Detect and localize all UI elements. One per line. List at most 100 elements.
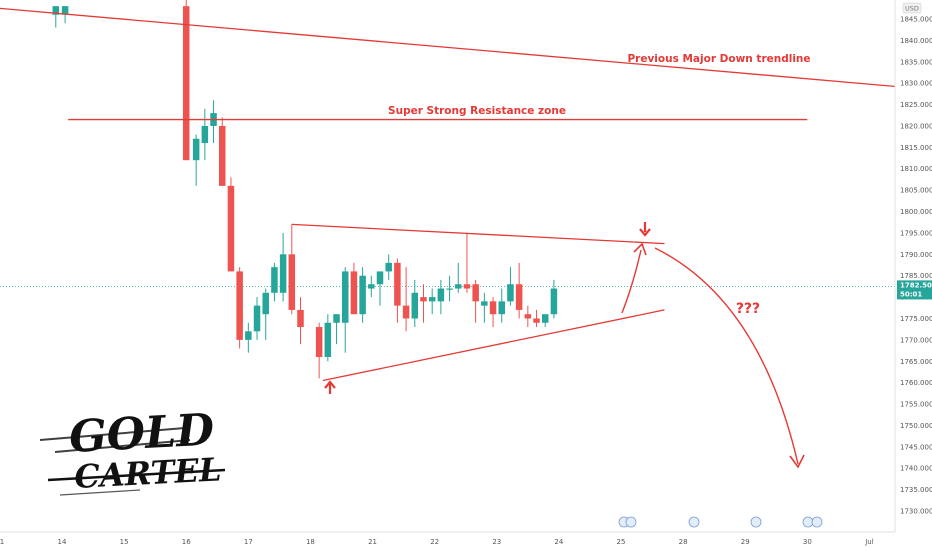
candle-body <box>472 284 479 302</box>
candle <box>376 271 384 306</box>
candle <box>236 267 243 349</box>
gold-cartel-logo: GOLD CARTEL <box>39 404 226 496</box>
x-tick-label: 18 <box>306 538 315 546</box>
candle-body <box>61 6 69 15</box>
candle-body <box>341 271 349 323</box>
candle-body <box>253 305 261 332</box>
y-tick-label: 1845.000 <box>900 16 932 24</box>
x-tick-label: 24 <box>554 538 563 546</box>
candle <box>463 232 471 293</box>
candle-body <box>227 185 235 272</box>
flag-icon[interactable] <box>802 516 823 528</box>
candle-body <box>262 292 269 315</box>
x-tick-label: 16 <box>182 538 191 546</box>
breakout-up-arrow-icon <box>621 242 647 314</box>
y-tick-label: 1745.000 <box>900 443 932 451</box>
candle-body <box>385 262 392 272</box>
candle-body <box>446 288 453 290</box>
y-tick-label: 1825.000 <box>900 101 932 109</box>
candle <box>394 258 401 323</box>
candle-body <box>428 297 436 302</box>
price-axis[interactable]: USD 1845.000 1840.000 1835.000 1830.000 1825… <box>894 0 932 532</box>
candle <box>333 314 340 345</box>
currency-label: USD <box>905 5 919 13</box>
y-tick-label: 1770.000 <box>900 336 932 344</box>
candle <box>271 262 278 302</box>
y-tick-label: 1800.000 <box>900 208 932 216</box>
annotation-lines <box>0 7 907 382</box>
candle <box>437 279 445 315</box>
candle <box>515 262 523 319</box>
candle-body <box>515 284 523 310</box>
economic-event-markers[interactable] <box>618 516 823 528</box>
candle-body <box>271 267 278 293</box>
down-arrow-icon <box>639 222 651 237</box>
candle <box>262 288 269 340</box>
candle-body <box>324 322 332 357</box>
candle-body <box>507 284 514 302</box>
previous-major-down-trendline <box>0 7 907 89</box>
candle <box>428 288 436 315</box>
candle-body <box>533 318 540 323</box>
candle-body <box>359 275 366 315</box>
y-tick-label: 1830.000 <box>900 80 932 88</box>
candle-body <box>402 305 410 319</box>
y-tick-label: 1765.000 <box>900 358 932 366</box>
candle <box>297 297 304 345</box>
candle <box>253 297 261 340</box>
candle <box>411 279 419 328</box>
x-tick-label: 22 <box>430 538 439 546</box>
candle <box>498 288 505 323</box>
flag-icon[interactable] <box>750 516 762 528</box>
candle-body <box>201 125 209 144</box>
candle-body <box>411 292 419 319</box>
triangle-upper <box>291 223 665 245</box>
projected-drop-arrow-icon <box>654 247 805 469</box>
candle <box>52 6 60 28</box>
candle <box>192 134 200 186</box>
current-price-badge: 1782.501 50:01 <box>897 280 932 300</box>
x-tick-label: 14 <box>58 538 67 546</box>
y-tick-label: 1810.000 <box>900 165 932 173</box>
candle-body <box>333 314 340 323</box>
y-tick-label: 1760.000 <box>900 379 932 387</box>
x-tick-labels: 1 14 15 16 17 18 21 22 23 24 25 28 29 30 Jul <box>0 538 874 546</box>
y-tick-label: 1790.000 <box>900 251 932 259</box>
question-marks-label: ??? <box>736 301 760 317</box>
flag-icon[interactable] <box>618 516 637 528</box>
triangle-lower <box>322 309 665 382</box>
candle <box>341 267 349 353</box>
candle-body <box>498 301 505 315</box>
candle-body <box>245 331 252 340</box>
currency-badge[interactable] <box>902 2 922 14</box>
x-tick-label: 1 <box>0 538 4 546</box>
candle-body <box>481 301 488 306</box>
y-tick-label: 1740.000 <box>900 465 932 473</box>
candle <box>227 177 235 272</box>
candle-body <box>315 327 323 357</box>
candle-body <box>550 288 558 315</box>
y-tick-label: 1755.000 <box>900 401 932 409</box>
candle <box>481 292 488 323</box>
candle-body <box>524 314 532 319</box>
candle-body <box>350 271 358 315</box>
candle-body <box>463 284 471 289</box>
time-axis[interactable]: 1 14 15 16 17 18 21 22 23 24 25 28 29 30 Jul <box>0 531 895 546</box>
x-tick-label: 17 <box>244 538 253 546</box>
flag-icon[interactable] <box>688 516 700 528</box>
candle-body <box>279 254 287 293</box>
candle <box>279 232 287 302</box>
y-tick-label: 1840.000 <box>900 37 932 45</box>
y-tick-label: 1775.000 <box>900 315 932 323</box>
up-arrow-icon <box>324 380 336 394</box>
current-price: 1782.501 <box>900 281 932 289</box>
candle <box>489 297 497 328</box>
candle-body <box>192 138 200 161</box>
candle <box>402 267 410 332</box>
y-tick-label: 1750.000 <box>900 422 932 430</box>
candle <box>550 279 558 319</box>
logo-line1: GOLD <box>68 404 215 463</box>
x-tick-label: 30 <box>803 538 812 546</box>
bar-countdown: 50:01 <box>900 290 922 298</box>
